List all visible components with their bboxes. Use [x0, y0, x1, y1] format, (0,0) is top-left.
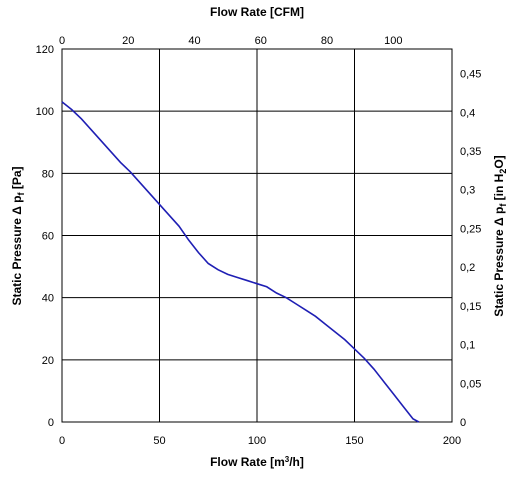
- x-tick-label-top: 60: [255, 35, 267, 47]
- y-tick-label-right: 0,15: [460, 301, 481, 313]
- plot-frame: [61, 48, 453, 423]
- y-tick-label-right: 0,3: [460, 185, 475, 197]
- y-axis-title-left: Static Pressure Δ pf [Pa]: [10, 166, 26, 305]
- grid: [62, 49, 452, 422]
- series-line: [61, 101, 420, 423]
- y-tick-label-left: 40: [42, 293, 54, 305]
- y-tick-label-right: 0,4: [460, 107, 475, 119]
- x-tick-label-top: 20: [122, 35, 134, 47]
- x-tick-label-top: 80: [321, 35, 333, 47]
- y-tick-label-right: 0,45: [460, 69, 481, 81]
- y-axis-title-right: Static Pressure Δ pf [in H2O]: [492, 155, 508, 316]
- y-tick-label-right: 0,1: [460, 340, 475, 352]
- y-tick-label-right: 0,35: [460, 146, 481, 158]
- x-axis-title-top: Flow Rate [CFM]: [210, 5, 304, 19]
- y-tick-label-left: 100: [36, 106, 54, 118]
- x-tick-label-bottom: 50: [153, 435, 165, 447]
- x-tick-label-top: 100: [384, 35, 402, 47]
- y-tick-label-left: 60: [42, 231, 54, 243]
- x-tick-label-bottom: 100: [248, 435, 266, 447]
- y-tick-label-right: 0,25: [460, 223, 481, 235]
- x-tick-label-bottom: 200: [443, 435, 461, 447]
- x-tick-label-bottom: 0: [59, 435, 65, 447]
- tick-labels: 0 50 100 150 200 0 20 40 60 80 100 0 20 40 60 80 100 120 0…: [36, 35, 482, 447]
- y-tick-label-left: 20: [42, 355, 54, 367]
- x-tick-label-top: 0: [59, 35, 65, 47]
- x-axis-title-bottom: Flow Rate [m3/h]: [210, 455, 304, 469]
- x-tick-label-top: 40: [188, 35, 200, 47]
- series-layer: [61, 101, 420, 423]
- y-tick-label-left: 120: [36, 44, 54, 56]
- y-tick-label-right: 0: [460, 417, 466, 429]
- y-tick-label-right: 0,05: [460, 378, 481, 390]
- y-tick-label-right: 0,2: [460, 262, 475, 274]
- y-tick-label-left: 80: [42, 168, 54, 180]
- y-tick-label-left: 0: [48, 417, 54, 429]
- x-tick-label-bottom: 150: [345, 435, 363, 447]
